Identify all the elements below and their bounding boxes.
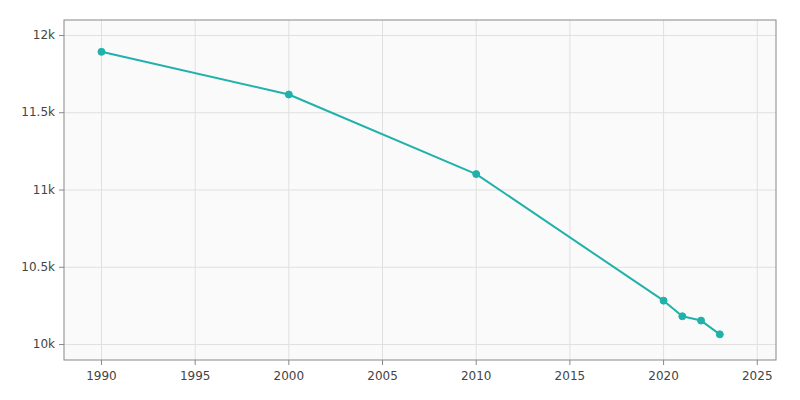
plot-frame (64, 20, 776, 360)
point (679, 313, 686, 320)
y-tick (59, 112, 64, 113)
y-grid-line (64, 35, 776, 36)
y-tick-label: 11.5k (21, 105, 55, 119)
axes: 1990 1995 2000 2005 2010 2015 2020 2025 10k 10.5k… (21, 20, 776, 383)
y-tick (59, 344, 64, 345)
series (98, 48, 723, 338)
x-tick-label: 2015 (555, 369, 586, 383)
x-tick-label: 2020 (648, 369, 679, 383)
chart-container: 1990 1995 2000 2005 2010 2015 2020 2025 10k 10.5k… (0, 0, 800, 400)
plot-background (64, 20, 776, 360)
x-tick-label: 2010 (461, 369, 492, 383)
y-tick (59, 35, 64, 36)
x-tick (101, 360, 102, 365)
x-tick-label: 2025 (742, 369, 773, 383)
x-tick (757, 360, 758, 365)
point (98, 48, 105, 55)
point (285, 91, 292, 98)
y-tick (59, 267, 64, 268)
y-grid-line (64, 190, 776, 191)
y-grid-line (64, 267, 776, 268)
y-tick-label: 12k (33, 28, 55, 42)
y-tick-label: 10k (33, 337, 55, 351)
grid (64, 20, 776, 360)
x-tick (569, 360, 570, 365)
y-tick-label: 10.5k (21, 260, 55, 274)
y-tick-label: 11k (33, 183, 55, 197)
x-tick (195, 360, 196, 365)
x-tick-label: 2005 (367, 369, 398, 383)
point (473, 171, 480, 178)
x-tick-label: 1995 (180, 369, 211, 383)
point (660, 297, 667, 304)
chart: 1990 1995 2000 2005 2010 2015 2020 2025 10k 10.5k… (0, 0, 800, 400)
x-tick (663, 360, 664, 365)
x-tick (288, 360, 289, 365)
x-tick (382, 360, 383, 365)
line (101, 52, 719, 335)
y-grid-line (64, 344, 776, 345)
x-tick-label: 2000 (274, 369, 305, 383)
y-tick (59, 190, 64, 191)
y-grid-line (64, 112, 776, 113)
x-tick-label: 1990 (86, 369, 117, 383)
point (698, 317, 705, 324)
point (716, 331, 723, 338)
x-tick (476, 360, 477, 365)
